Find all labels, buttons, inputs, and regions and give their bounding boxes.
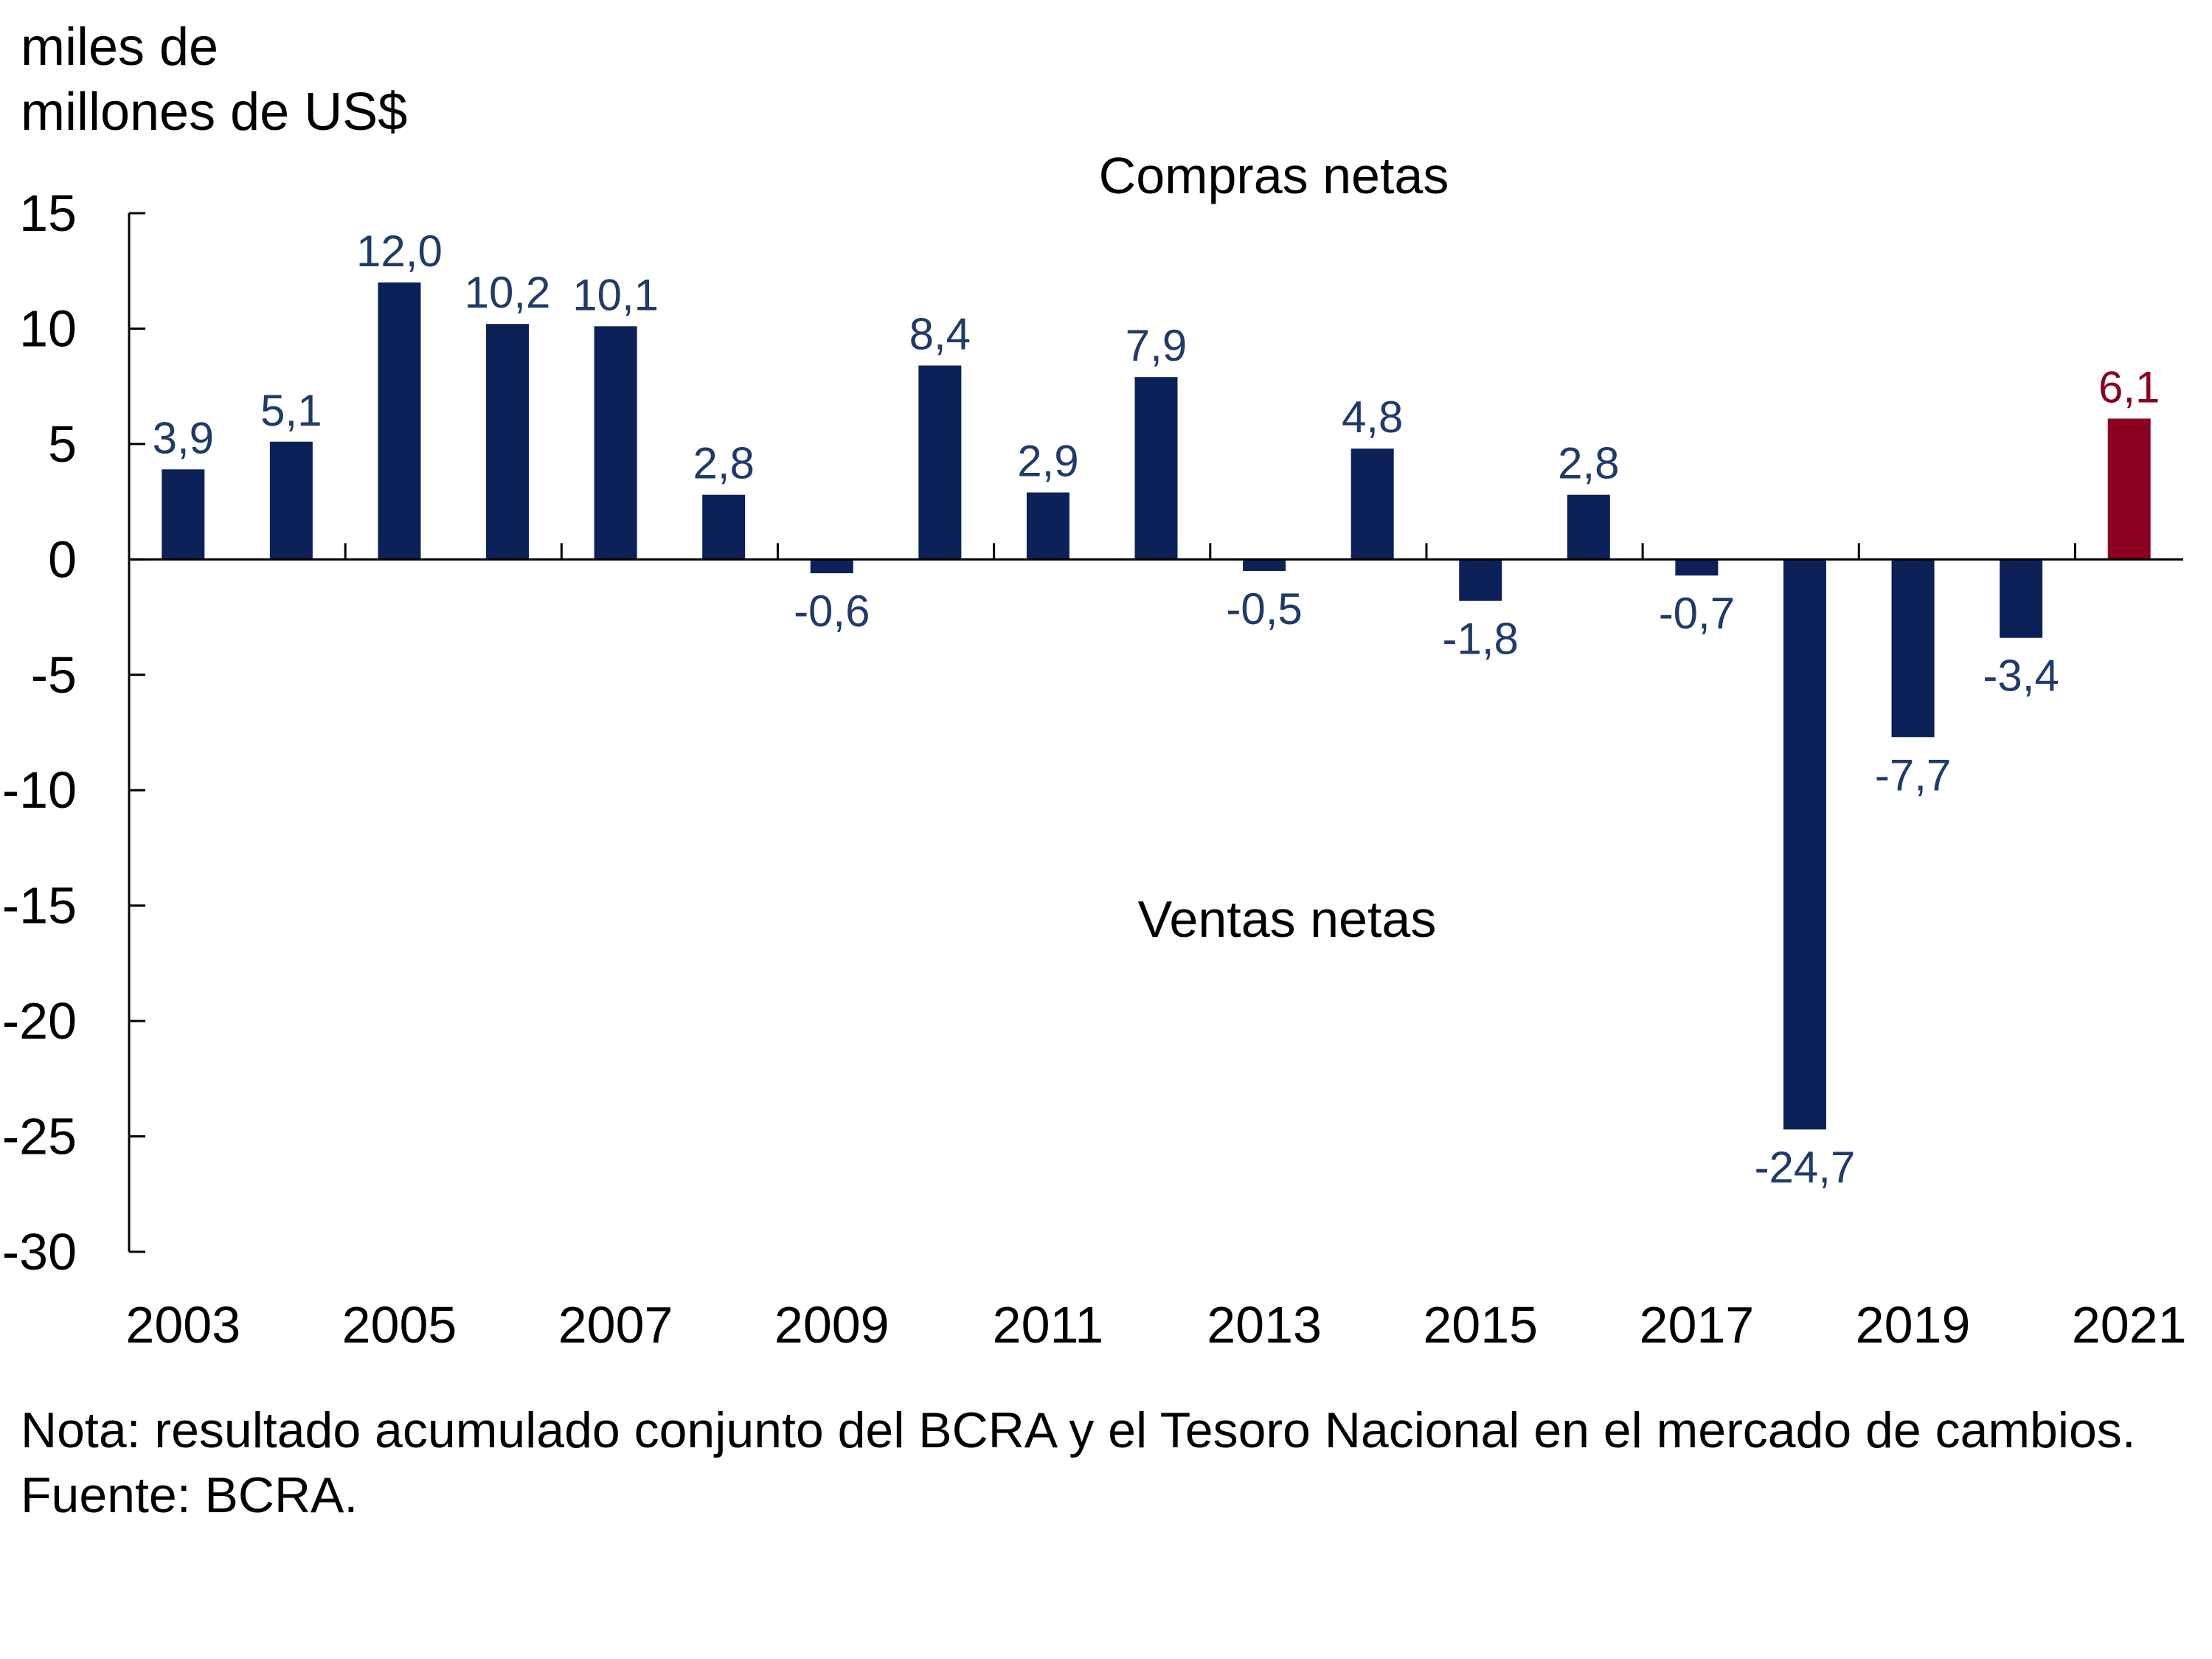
annotation-compras-netas: Compras netas	[1099, 147, 1449, 204]
data-label-2018: -24,7	[1755, 1143, 1856, 1192]
bar-2012	[1134, 377, 1178, 560]
data-label-2010: 8,4	[909, 310, 971, 359]
data-label-2004: 5,1	[260, 386, 322, 435]
y-tick-label: -10	[2, 761, 77, 819]
x-tick-label: 2019	[1856, 1296, 1971, 1354]
source-text: Fuente: BCRA.	[21, 1467, 358, 1523]
data-label-2014: 4,8	[1342, 392, 1403, 442]
bar-2009	[810, 559, 853, 574]
y-tick-label: 15	[19, 184, 77, 242]
bar-2016	[1567, 494, 1610, 560]
bar-2011	[1026, 492, 1069, 560]
y-tick-label: 10	[19, 299, 77, 357]
x-tick-label: 2015	[1423, 1296, 1538, 1354]
data-label-2015: -1,8	[1443, 614, 1519, 664]
bar-2015	[1459, 559, 1502, 601]
data-label-2003: 3,9	[153, 413, 214, 463]
x-tick-label: 2021	[2072, 1296, 2187, 1354]
data-label-2007: 10,1	[572, 270, 659, 319]
bar-2020	[2000, 559, 2043, 638]
data-label-2019: -7,7	[1875, 750, 1951, 800]
y-tick-label: -5	[31, 646, 77, 704]
bar-2014	[1351, 448, 1394, 560]
y-tick-label: -15	[2, 877, 77, 935]
bar-2018	[1783, 559, 1826, 1130]
y-tick-label: -30	[2, 1223, 77, 1281]
bar-2003	[162, 469, 205, 560]
x-tick-label: 2007	[558, 1296, 673, 1354]
y-axis-unit-label: miles de millones de US$	[21, 15, 407, 145]
x-tick-label: 2013	[1207, 1296, 1322, 1354]
data-label-2008: 2,8	[693, 439, 754, 488]
data-label-2011: 2,9	[1017, 437, 1078, 486]
bar-2008	[702, 494, 746, 560]
data-label-2020: -3,4	[1983, 651, 2059, 701]
data-label-2013: -0,5	[1226, 584, 1302, 634]
bar-2004	[269, 441, 313, 560]
bar-2013	[1243, 559, 1286, 571]
bar-2017	[1675, 559, 1719, 576]
data-label-2016: 2,8	[1558, 439, 1619, 488]
x-tick-label: 2005	[342, 1296, 457, 1354]
unit-label-line1: miles de	[21, 18, 219, 77]
note-text: Nota: resultado acumulado conjunto del B…	[21, 1402, 2136, 1458]
labels-group: 3,9 5,1 12,0 10,2 10,1 2,8 -0,6 8,4 2,9 7,9 -0,5 4,…	[153, 226, 2160, 1192]
y-tick-label: 0	[48, 530, 77, 588]
annotation-ventas-netas: Ventas netas	[1138, 890, 1437, 948]
bar-2007	[594, 326, 637, 560]
bar-2019	[1891, 559, 1935, 738]
data-label-2006: 10,2	[465, 268, 551, 317]
data-label-2009: -0,6	[794, 586, 870, 636]
bar-2010	[918, 365, 962, 560]
data-label-2005: 12,0	[356, 226, 443, 276]
x-tick-label: 2017	[1640, 1296, 1755, 1354]
chart-notes: Nota: resultado acumulado conjunto del B…	[21, 1398, 2136, 1528]
x-tick-label: 2009	[774, 1296, 890, 1354]
y-tick-label: 5	[48, 415, 77, 473]
unit-label-line2: millones de US$	[21, 83, 408, 142]
bars-group	[162, 282, 2151, 1130]
bar-2021	[2107, 418, 2151, 560]
x-tick-label: 2011	[993, 1296, 1104, 1354]
x-tick-label: 2003	[125, 1296, 240, 1354]
y-tick-label: -25	[2, 1108, 77, 1166]
axes-group: 15 10 5 0 -5 -10 -15 -20 -25 -30 2003 2005 2007 2009 2…	[2, 184, 2187, 1354]
y-tick-label: -20	[2, 992, 77, 1050]
bar-2006	[486, 324, 530, 560]
data-label-2012: 7,9	[1126, 321, 1187, 370]
bar-2005	[378, 282, 421, 560]
data-label-2017: -0,7	[1659, 589, 1735, 638]
data-label-2021: 6,1	[2098, 362, 2160, 412]
